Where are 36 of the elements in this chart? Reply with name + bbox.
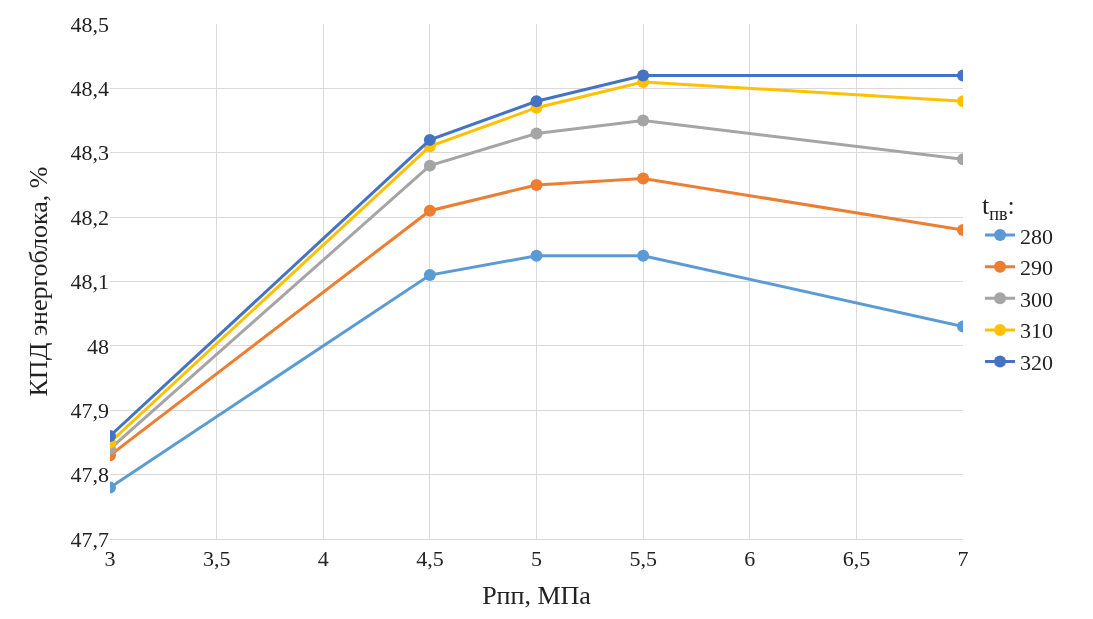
y-tick-label: 48,1	[70, 269, 109, 295]
y-tick-label: 47,9	[70, 397, 109, 423]
legend-label: 290	[1020, 255, 1054, 281]
point	[637, 249, 650, 262]
point	[423, 133, 436, 146]
point	[530, 249, 543, 262]
y-tick-label: 48,3	[70, 140, 109, 166]
y-tick-label: 48,2	[70, 204, 109, 230]
x-tick-label: 5,5	[629, 546, 657, 572]
point	[530, 95, 543, 108]
point	[423, 159, 436, 172]
point	[423, 204, 436, 217]
point	[530, 127, 543, 140]
y-tick-label: 47,8	[70, 462, 109, 488]
point	[637, 114, 650, 127]
point	[637, 172, 650, 185]
legend-label: 300	[1020, 286, 1054, 312]
x-tick-label: 6	[744, 546, 756, 572]
x-tick-label: 7	[957, 546, 969, 572]
legend-title: t$_{пв}$:	[982, 191, 1015, 224]
point	[530, 178, 543, 191]
x-axis-title: Pпп, МПа	[482, 581, 592, 611]
x-tick-label: 4	[317, 546, 329, 572]
legend-label: 310	[1020, 318, 1054, 344]
legend-label: 280	[1020, 223, 1054, 249]
y-axis-title: КПД энергоблока, %	[23, 166, 53, 397]
point	[423, 269, 436, 282]
x-tick-label: 5	[531, 546, 542, 572]
y-tick-label: 48,5	[70, 11, 109, 37]
point	[637, 69, 650, 82]
x-tick-label: 6,5	[842, 546, 871, 572]
x-tick-label: 3,5	[202, 546, 231, 572]
legend-label: 320	[1020, 350, 1054, 376]
y-tick-label: 48	[87, 333, 109, 359]
y-tick-label: 48,4	[70, 76, 109, 102]
x-tick-label: 4,5	[416, 546, 444, 572]
